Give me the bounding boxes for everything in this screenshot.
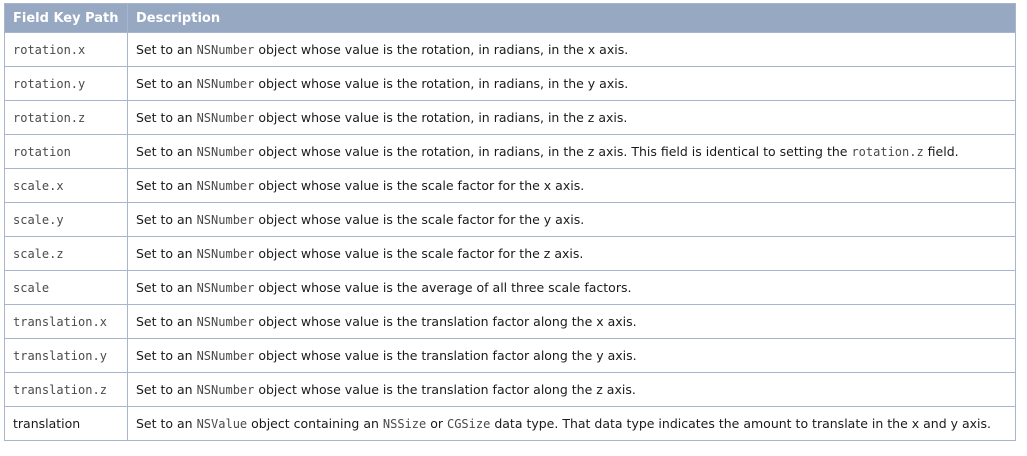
description-text: Set to an: [136, 110, 197, 125]
field-key-path-cell: translation.x: [4, 304, 128, 339]
description-text: Set to an: [136, 76, 197, 91]
description-text: object whose value is the rotation, in r…: [254, 76, 629, 91]
description-cell: Set to an NSNumber object whose value is…: [127, 304, 1016, 339]
description-cell: Set to an NSNumber object whose value is…: [127, 270, 1016, 305]
table-header: Field Key Path Description: [4, 3, 1016, 33]
description-cell: Set to an NSNumber object whose value is…: [127, 202, 1016, 237]
description-text: Set to an: [136, 178, 197, 193]
table-row: rotation Set to an NSNumber object whose …: [4, 134, 1016, 169]
table-row: scale.y Set to an NSNumber object whose v…: [4, 202, 1016, 237]
description-text: object whose value is the scale factor f…: [254, 212, 585, 227]
code-term: NSNumber: [196, 247, 255, 261]
description-text: object whose value is the scale factor f…: [254, 246, 584, 261]
description-cell: Set to an NSNumber object whose value is…: [127, 236, 1016, 271]
description-text: Set to an: [136, 382, 197, 397]
field-key-path-cell: scale.x: [4, 168, 128, 203]
field-key-path-cell: scale.y: [4, 202, 128, 237]
table-row: rotation.y Set to an NSNumber object whos…: [4, 66, 1016, 101]
description-cell: Set to an NSNumber object whose value is…: [127, 32, 1016, 67]
table-row: translation.y Set to an NSNumber object w…: [4, 338, 1016, 373]
description-text: Set to an: [136, 416, 197, 431]
description-text: Set to an: [136, 314, 197, 329]
key-path-table-container: Field Key Path Description rotation.x Set…: [4, 3, 1016, 441]
description-text: object whose value is the average of all…: [254, 280, 632, 295]
code-term: NSNumber: [196, 383, 255, 397]
description-cell: Set to an NSValue object containing an N…: [127, 406, 1016, 441]
code-term: CGSize: [446, 417, 491, 431]
key-path-table: Field Key Path Description rotation.x Set…: [4, 3, 1016, 441]
description-cell: Set to an NSNumber object whose value is…: [127, 168, 1016, 203]
table-row: scale Set to an NSNumber object whose val…: [4, 270, 1016, 305]
description-text: field.: [923, 144, 959, 159]
field-key-path-cell: scale.z: [4, 236, 128, 271]
description-text: Set to an: [136, 246, 197, 261]
code-term: NSNumber: [196, 213, 255, 227]
field-key-path-cell: rotation.z: [4, 100, 128, 135]
field-key-path-cell: scale: [4, 270, 128, 305]
field-key-path-cell: rotation.y: [4, 66, 128, 101]
description-cell: Set to an NSNumber object whose value is…: [127, 66, 1016, 101]
code-term: NSNumber: [196, 111, 255, 125]
description-cell: Set to an NSNumber object whose value is…: [127, 338, 1016, 373]
column-header-field-key-path: Field Key Path: [4, 3, 128, 33]
code-term: NSSize: [382, 417, 427, 431]
description-cell: Set to an NSNumber object whose value is…: [127, 372, 1016, 407]
description-text: object whose value is the translation fa…: [254, 382, 636, 397]
table-row: rotation.z Set to an NSNumber object whos…: [4, 100, 1016, 135]
code-term: NSNumber: [196, 77, 255, 91]
column-header-description: Description: [127, 3, 1016, 33]
description-text: Set to an: [136, 144, 197, 159]
code-term: NSNumber: [196, 349, 255, 363]
description-text: or: [426, 416, 447, 431]
description-cell: Set to an NSNumber object whose value is…: [127, 134, 1016, 169]
description-text: object whose value is the rotation, in r…: [254, 144, 852, 159]
code-term: NSNumber: [196, 43, 255, 57]
description-text: Set to an: [136, 42, 197, 57]
code-term: NSNumber: [196, 281, 255, 295]
field-key-path-cell: translation: [4, 406, 128, 441]
description-text: Set to an: [136, 212, 197, 227]
description-text: Set to an: [136, 280, 197, 295]
field-key-path-cell: translation.y: [4, 338, 128, 373]
description-cell: Set to an NSNumber object whose value is…: [127, 100, 1016, 135]
table-row: translation.x Set to an NSNumber object w…: [4, 304, 1016, 339]
description-text: object whose value is the rotation, in r…: [254, 110, 628, 125]
code-term: NSNumber: [196, 315, 255, 329]
field-key-path-cell: translation.z: [4, 372, 128, 407]
table-row: scale.z Set to an NSNumber object whose v…: [4, 236, 1016, 271]
table-row: translation.z Set to an NSNumber object w…: [4, 372, 1016, 407]
description-text: object whose value is the rotation, in r…: [254, 42, 629, 57]
header-row: Field Key Path Description: [4, 3, 1016, 33]
table-body: rotation.x Set to an NSNumber object whos…: [4, 32, 1016, 441]
field-key-path-cell: rotation: [4, 134, 128, 169]
table-row: translation Set to an NSValue object cont…: [4, 406, 1016, 441]
code-term: rotation.z: [851, 145, 924, 159]
code-term: NSNumber: [196, 179, 255, 193]
description-text: object whose value is the translation fa…: [254, 314, 637, 329]
field-key-path-cell: rotation.x: [4, 32, 128, 67]
table-row: rotation.x Set to an NSNumber object whos…: [4, 32, 1016, 67]
table-row: scale.x Set to an NSNumber object whose v…: [4, 168, 1016, 203]
description-text: object whose value is the scale factor f…: [254, 178, 585, 193]
description-text: object whose value is the translation fa…: [254, 348, 637, 363]
description-text: data type. That data type indicates the …: [490, 416, 991, 431]
code-term: NSValue: [196, 417, 248, 431]
description-text: object containing an: [247, 416, 383, 431]
code-term: NSNumber: [196, 145, 255, 159]
description-text: Set to an: [136, 348, 197, 363]
